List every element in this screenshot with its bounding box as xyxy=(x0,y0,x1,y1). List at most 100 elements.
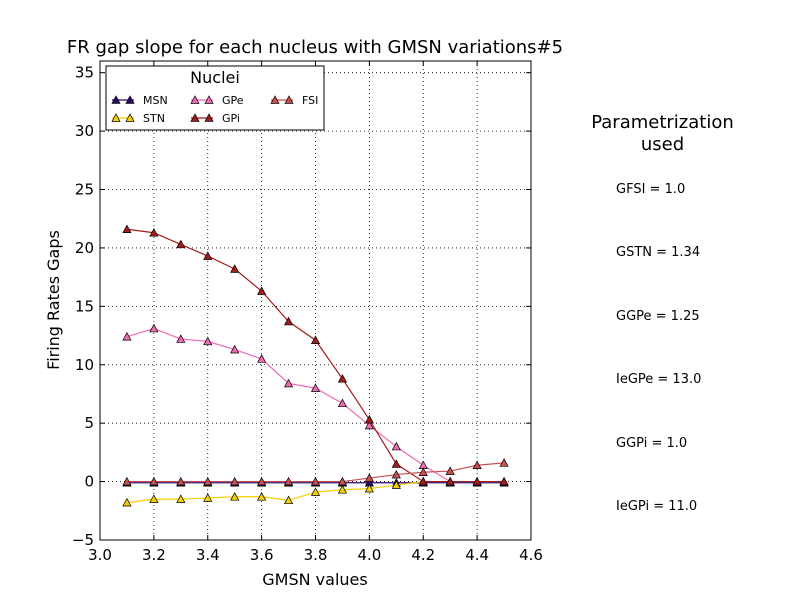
parametrization-panel: Parametrization used GFSI = 1.0 GSTN = 1… xyxy=(560,112,765,514)
series-layer xyxy=(122,224,509,507)
x-tick-label: 4.0 xyxy=(357,546,381,564)
data-point-fsi xyxy=(391,469,401,479)
data-point-gpi xyxy=(418,476,428,486)
y-tick-label: 25 xyxy=(75,181,94,199)
data-point-gpi xyxy=(122,224,132,233)
data-point-gpi xyxy=(445,476,455,486)
data-point-fsi xyxy=(445,466,455,475)
param-gfsi: GFSI = 1.0 xyxy=(616,182,686,197)
x-tick-label: 4.4 xyxy=(465,546,489,564)
data-point-fsi xyxy=(283,476,294,486)
legend-marker-gpe xyxy=(204,95,214,104)
legend-marker-gpi xyxy=(204,113,214,122)
data-point-fsi xyxy=(149,476,159,486)
y-tick-label: 0 xyxy=(84,473,94,491)
legend-label-fsi: FSI xyxy=(302,94,318,107)
data-point-gpe xyxy=(230,344,240,354)
data-point-fsi xyxy=(499,458,509,467)
series-line-stn xyxy=(126,480,424,504)
series-line-gpi xyxy=(126,228,505,483)
y-tick-label: 30 xyxy=(75,122,94,140)
y-tick-label: 15 xyxy=(75,297,94,315)
data-point-gpe xyxy=(122,331,132,341)
parametrization-title: Parametrization used xyxy=(560,112,765,156)
data-point-gpi xyxy=(203,251,213,260)
data-point-gpe xyxy=(364,420,374,430)
data-point-gpi xyxy=(149,228,159,237)
data-point-stn xyxy=(176,494,186,503)
data-point-stn xyxy=(122,497,132,507)
data-point-gpe xyxy=(310,383,321,392)
data-point-gpi xyxy=(230,264,240,273)
data-point-gpi xyxy=(176,239,186,249)
series-fsi xyxy=(122,458,509,486)
data-point-fsi xyxy=(230,476,240,486)
data-point-gpe xyxy=(176,334,186,343)
series-gpi xyxy=(122,224,509,486)
x-tick-label: 3.0 xyxy=(88,546,112,564)
legend-marker-stn xyxy=(111,113,121,122)
legend-marker-msn xyxy=(111,95,121,104)
data-point-fsi xyxy=(364,473,374,482)
data-point-fsi xyxy=(257,476,267,486)
parametrization-title-line-1: Parametrization xyxy=(591,112,734,133)
data-point-gpe xyxy=(337,398,348,408)
data-point-gpi xyxy=(257,286,267,295)
x-axis-label: GMSN values xyxy=(262,570,367,589)
legend-marker-gpi xyxy=(190,113,200,122)
x-tick-label: 3.6 xyxy=(250,546,274,564)
y-axis-label: Firing Rates Gaps xyxy=(44,230,63,370)
param-ggpi: GGPi = 1.0 xyxy=(616,436,688,451)
data-point-stn xyxy=(203,493,213,502)
data-point-gpi xyxy=(337,374,348,383)
data-point-gpi xyxy=(391,459,401,468)
data-point-gpi xyxy=(499,476,509,486)
y-tick-label: 35 xyxy=(75,64,94,82)
series-gpe xyxy=(122,323,509,486)
legend-label-stn: STN xyxy=(143,112,165,125)
data-point-stn xyxy=(257,492,267,501)
legend-label-gpi: GPi xyxy=(222,112,240,125)
y-tick-label: 5 xyxy=(84,414,94,432)
param-ggpe: GGPe = 1.25 xyxy=(616,309,700,324)
y-tick-label: −5 xyxy=(72,531,94,549)
series-stn xyxy=(122,476,428,507)
data-point-gpe xyxy=(391,441,401,451)
legend-label-msn: MSN xyxy=(143,94,168,107)
x-tick-label: 3.8 xyxy=(304,546,328,564)
legend-marker-gpe xyxy=(190,95,200,104)
data-point-gpi xyxy=(283,316,294,326)
x-tick-label: 3.2 xyxy=(142,546,166,564)
x-tick-label: 4.2 xyxy=(411,546,435,564)
data-point-stn xyxy=(391,480,401,489)
data-point-stn xyxy=(149,494,159,503)
data-point-gpe xyxy=(149,323,159,333)
data-point-fsi xyxy=(337,476,348,486)
x-tick-label: 3.4 xyxy=(196,546,220,564)
legend-title: Nuclei xyxy=(190,68,240,87)
data-point-gpi xyxy=(472,476,482,486)
data-point-fsi xyxy=(176,476,186,486)
data-point-fsi xyxy=(122,476,132,486)
data-point-gpi xyxy=(310,335,321,344)
data-point-stn xyxy=(283,495,294,505)
param-gstn: GSTN = 1.34 xyxy=(616,245,701,260)
legend-marker-fsi xyxy=(270,95,280,104)
data-point-stn xyxy=(337,485,348,494)
legend-marker-fsi xyxy=(284,95,294,104)
data-point-fsi xyxy=(472,460,482,469)
data-point-gpe xyxy=(283,378,294,388)
data-point-fsi xyxy=(203,476,213,486)
data-point-fsi xyxy=(310,476,321,486)
legend-label-gpe: GPe xyxy=(222,94,244,107)
data-point-stn xyxy=(310,487,321,496)
y-tick-label: 10 xyxy=(75,356,94,374)
legend-marker-stn xyxy=(125,113,135,122)
data-point-stn xyxy=(230,492,240,501)
axis-ticks: 3.0 3.2 3.4 3.6 3.8 4.0 4.2 4.4 4.6 −5 0 5 10 15 20 25 3… xyxy=(72,61,543,564)
data-point-fsi xyxy=(418,467,428,476)
data-point-gpe xyxy=(203,336,213,346)
param-iegpe: IeGPe = 13.0 xyxy=(616,372,702,387)
data-point-stn xyxy=(364,483,374,493)
